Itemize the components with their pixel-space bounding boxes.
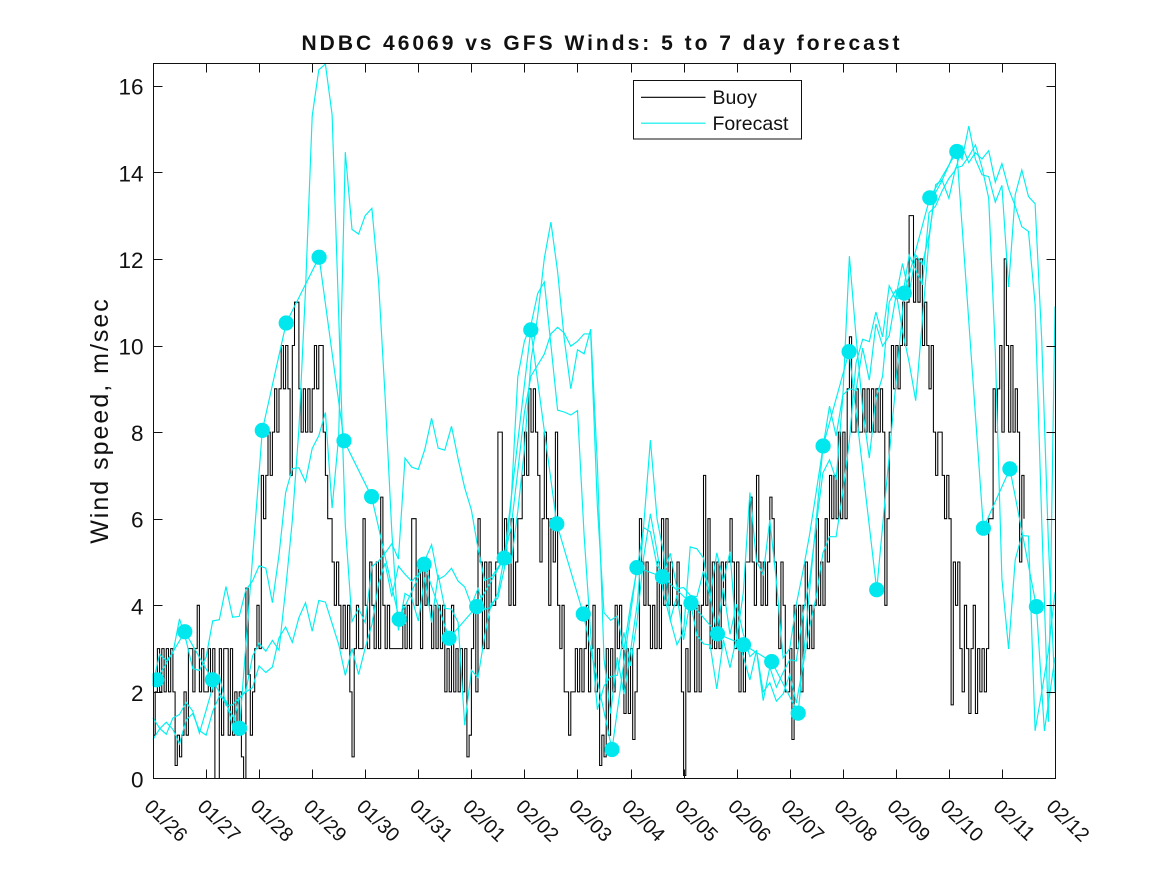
svg-text:16: 16 [118, 75, 143, 100]
svg-text:8: 8 [131, 421, 144, 446]
svg-text:NDBC 46069 vs GFS Winds: 5 to: NDBC 46069 vs GFS Winds: 5 to 7 day fore… [302, 32, 903, 55]
svg-text:12: 12 [118, 248, 143, 273]
svg-text:Buoy: Buoy [713, 87, 758, 109]
svg-text:Forecast: Forecast [713, 113, 789, 135]
svg-text:6: 6 [131, 508, 144, 533]
svg-text:4: 4 [131, 594, 144, 619]
svg-text:Wind speed, m/sec: Wind speed, m/sec [86, 297, 114, 544]
svg-text:2: 2 [131, 681, 144, 706]
svg-text:0: 0 [131, 768, 144, 793]
svg-text:10: 10 [118, 335, 143, 360]
svg-text:14: 14 [118, 161, 143, 186]
